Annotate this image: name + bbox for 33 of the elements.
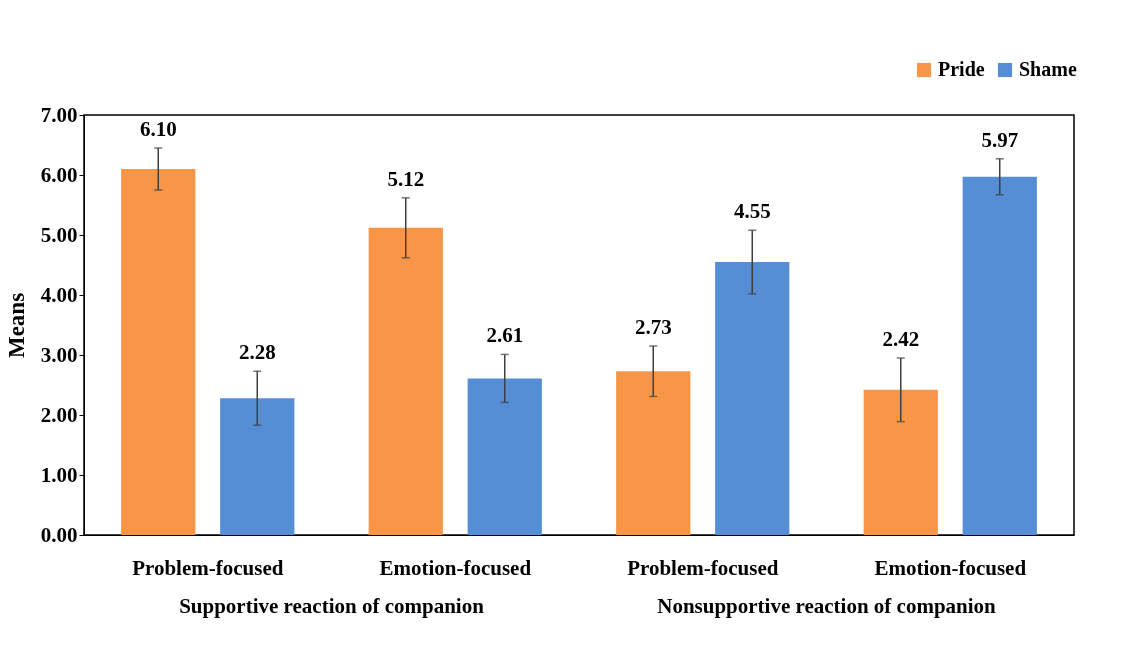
x-tick-label: Problem-focused — [627, 555, 779, 580]
data-label: 2.73 — [634, 315, 672, 339]
y-tick-label: 5.00 — [40, 222, 78, 247]
data-label: 4.55 — [733, 199, 771, 224]
data-label: 5.97 — [981, 127, 1019, 152]
x-tick-label: Problem-focused — [132, 555, 284, 580]
bar — [616, 371, 691, 535]
data-label: 6.10 — [139, 117, 177, 141]
bar — [368, 227, 443, 535]
bar — [121, 169, 196, 535]
text: Supportive reaction of companion — [179, 594, 485, 618]
text: Nonsupportive reaction of companion — [657, 594, 997, 618]
data-label: 5.12 — [387, 166, 425, 191]
y-tick-label: 0.00 — [40, 522, 78, 547]
y-tick-label: 2.00 — [40, 402, 78, 427]
y-tick-label: 6.00 — [40, 162, 78, 187]
y-tick-label: 7.00 — [40, 102, 78, 127]
bar — [467, 378, 542, 535]
bar — [715, 262, 790, 535]
legend-label: Pride — [938, 58, 985, 80]
x-tick-label: Emotion-focused — [874, 555, 1027, 580]
data-label: 2.61 — [486, 323, 524, 348]
bar — [863, 389, 938, 535]
bar — [962, 176, 1037, 535]
y-tick-label: 3.00 — [40, 342, 78, 367]
y-tick-label: 4.00 — [40, 282, 78, 307]
data-label: 2.42 — [882, 327, 920, 351]
bar — [220, 398, 295, 535]
legend-label: Shame — [1019, 58, 1077, 80]
y-axis-title: Means — [3, 292, 29, 359]
x-tick-label: Emotion-focused — [379, 555, 532, 580]
y-tick-label: 1.00 — [40, 462, 78, 487]
data-label: 2.28 — [238, 340, 276, 365]
